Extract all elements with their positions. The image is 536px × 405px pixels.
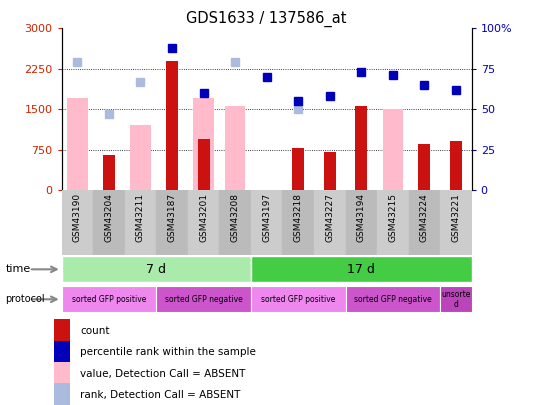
Text: sorted GFP positive: sorted GFP positive xyxy=(261,295,336,304)
Text: sorted GFP negative: sorted GFP negative xyxy=(165,295,242,304)
Text: GSM43208: GSM43208 xyxy=(230,193,240,242)
Bar xyxy=(282,190,314,255)
Text: GSM43215: GSM43215 xyxy=(388,193,397,242)
Text: GSM43211: GSM43211 xyxy=(136,193,145,242)
Bar xyxy=(251,286,346,312)
Bar xyxy=(219,190,251,255)
Bar xyxy=(251,190,282,255)
Text: percentile rank within the sample: percentile rank within the sample xyxy=(80,347,256,358)
Bar xyxy=(440,190,472,255)
Text: 7 d: 7 d xyxy=(146,263,166,276)
Bar xyxy=(355,107,367,190)
Title: GDS1633 / 137586_at: GDS1633 / 137586_at xyxy=(187,11,347,27)
Text: time: time xyxy=(5,264,31,274)
Bar xyxy=(93,190,125,255)
Bar xyxy=(193,98,214,190)
Text: GSM43187: GSM43187 xyxy=(168,193,176,242)
Bar xyxy=(67,98,88,190)
Bar xyxy=(346,190,377,255)
Text: GSM43224: GSM43224 xyxy=(420,193,429,242)
Bar xyxy=(62,190,93,255)
Bar xyxy=(54,383,70,405)
Text: GSM43194: GSM43194 xyxy=(357,193,366,242)
Bar xyxy=(125,190,157,255)
Bar xyxy=(62,286,157,312)
Bar xyxy=(54,319,70,343)
Bar xyxy=(251,256,472,282)
Text: count: count xyxy=(80,326,110,336)
Text: 17 d: 17 d xyxy=(347,263,375,276)
Text: GSM43197: GSM43197 xyxy=(262,193,271,242)
Bar xyxy=(419,144,430,190)
Bar xyxy=(225,107,245,190)
Text: unsorte
d: unsorte d xyxy=(441,290,471,309)
Bar xyxy=(314,190,346,255)
Bar xyxy=(103,155,115,190)
Text: rank, Detection Call = ABSENT: rank, Detection Call = ABSENT xyxy=(80,390,241,400)
Text: GSM43227: GSM43227 xyxy=(325,193,334,242)
Bar xyxy=(54,362,70,386)
Bar xyxy=(130,125,151,190)
Bar xyxy=(54,341,70,364)
Text: sorted GFP negative: sorted GFP negative xyxy=(354,295,431,304)
Text: GSM43221: GSM43221 xyxy=(451,193,460,242)
Bar xyxy=(383,109,403,190)
Bar xyxy=(188,190,219,255)
Text: GSM43190: GSM43190 xyxy=(73,193,82,242)
Bar xyxy=(346,286,440,312)
Bar xyxy=(62,256,251,282)
Text: sorted GFP positive: sorted GFP positive xyxy=(72,295,146,304)
Bar xyxy=(157,190,188,255)
Bar xyxy=(166,61,178,190)
Bar xyxy=(408,190,440,255)
Text: value, Detection Call = ABSENT: value, Detection Call = ABSENT xyxy=(80,369,246,379)
Bar xyxy=(157,286,251,312)
Bar xyxy=(324,152,336,190)
Text: protocol: protocol xyxy=(5,294,45,304)
Bar xyxy=(198,139,210,190)
Text: GSM43201: GSM43201 xyxy=(199,193,208,242)
Bar xyxy=(292,149,304,190)
Bar xyxy=(377,190,408,255)
Bar xyxy=(450,141,462,190)
Text: GSM43204: GSM43204 xyxy=(105,193,114,242)
Text: GSM43218: GSM43218 xyxy=(294,193,303,242)
Bar xyxy=(440,286,472,312)
